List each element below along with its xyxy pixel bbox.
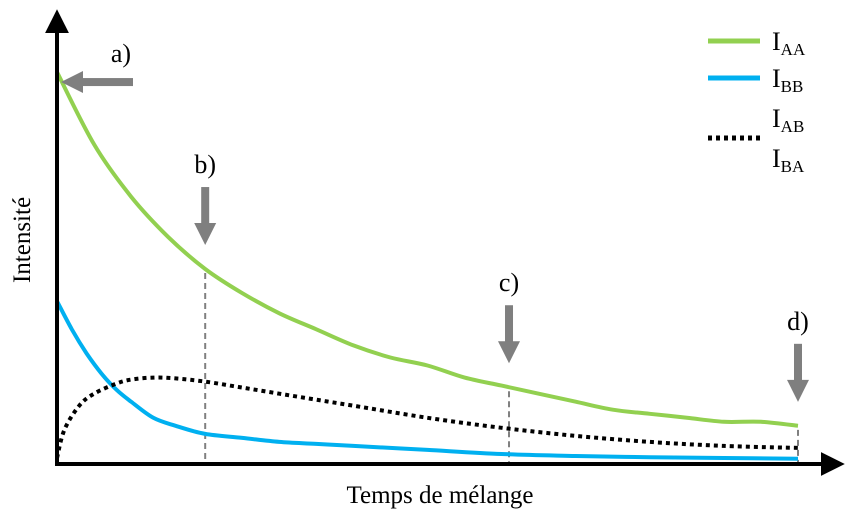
series-line-i-bb [55,300,799,461]
arrow-c [498,305,521,364]
legend-label-iba: IBA [772,144,805,176]
legend-label-ibb: IBB [772,64,803,96]
arrow-a [61,71,133,94]
arrow-b [194,187,217,246]
annotation-layer: a) b) c) d) [61,39,809,402]
y-axis-label: Intensité [9,197,36,283]
annotation-label-c: c) [499,268,519,297]
legend-label-iaa: IAA [772,27,806,59]
marker-lines [204,273,799,464]
series-line-i-aa [55,71,799,428]
annotation-label-b: b) [194,150,216,179]
x-axis-label: Temps de mélange [346,482,533,509]
arrow-d [787,343,809,402]
series-layer [55,71,799,461]
annotation-label-d: d) [787,307,809,336]
legend: IAA IBB IAB IBA [708,27,806,176]
legend-label-iab: IAB [772,104,804,136]
annotation-label-a: a) [111,39,131,68]
